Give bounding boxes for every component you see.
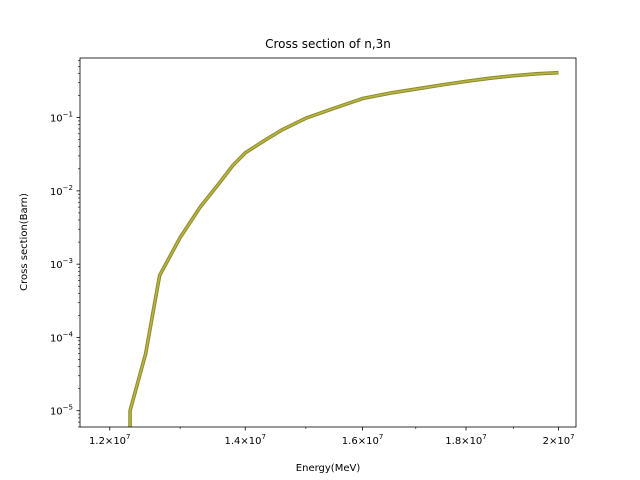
x-tick-label: 1.6×107 bbox=[342, 433, 383, 447]
x-tick-label: 1.4×107 bbox=[224, 433, 265, 447]
series-line-outer bbox=[128, 70, 559, 427]
y-tick-label: 10−2 bbox=[50, 184, 73, 198]
plot-frame bbox=[79, 57, 577, 428]
y-tick-label: 10−3 bbox=[50, 257, 73, 271]
chart-title: Cross section of n,3n bbox=[265, 37, 391, 51]
y-tick-label: 10−1 bbox=[50, 111, 73, 125]
y-tick-label: 10−5 bbox=[50, 404, 73, 418]
x-axis-label: Energy(MeV) bbox=[296, 463, 361, 474]
x-tick-label: 1.8×107 bbox=[445, 433, 486, 447]
series-lines bbox=[128, 70, 559, 427]
series-line bbox=[129, 71, 559, 427]
x-tick-label: 1.2×107 bbox=[89, 433, 130, 447]
y-tick-label: 10−4 bbox=[50, 330, 74, 344]
y-axis-ticks: 10−5 10−4 10−3 10−2 10−1 bbox=[50, 60, 80, 428]
y-axis-label: Cross section(Barn) bbox=[19, 193, 30, 291]
x-tick-label: 2×107 bbox=[543, 433, 575, 447]
x-axis-ticks: 1.2×107 1.4×107 1.6×107 1.8×107 2×107 bbox=[89, 427, 575, 447]
